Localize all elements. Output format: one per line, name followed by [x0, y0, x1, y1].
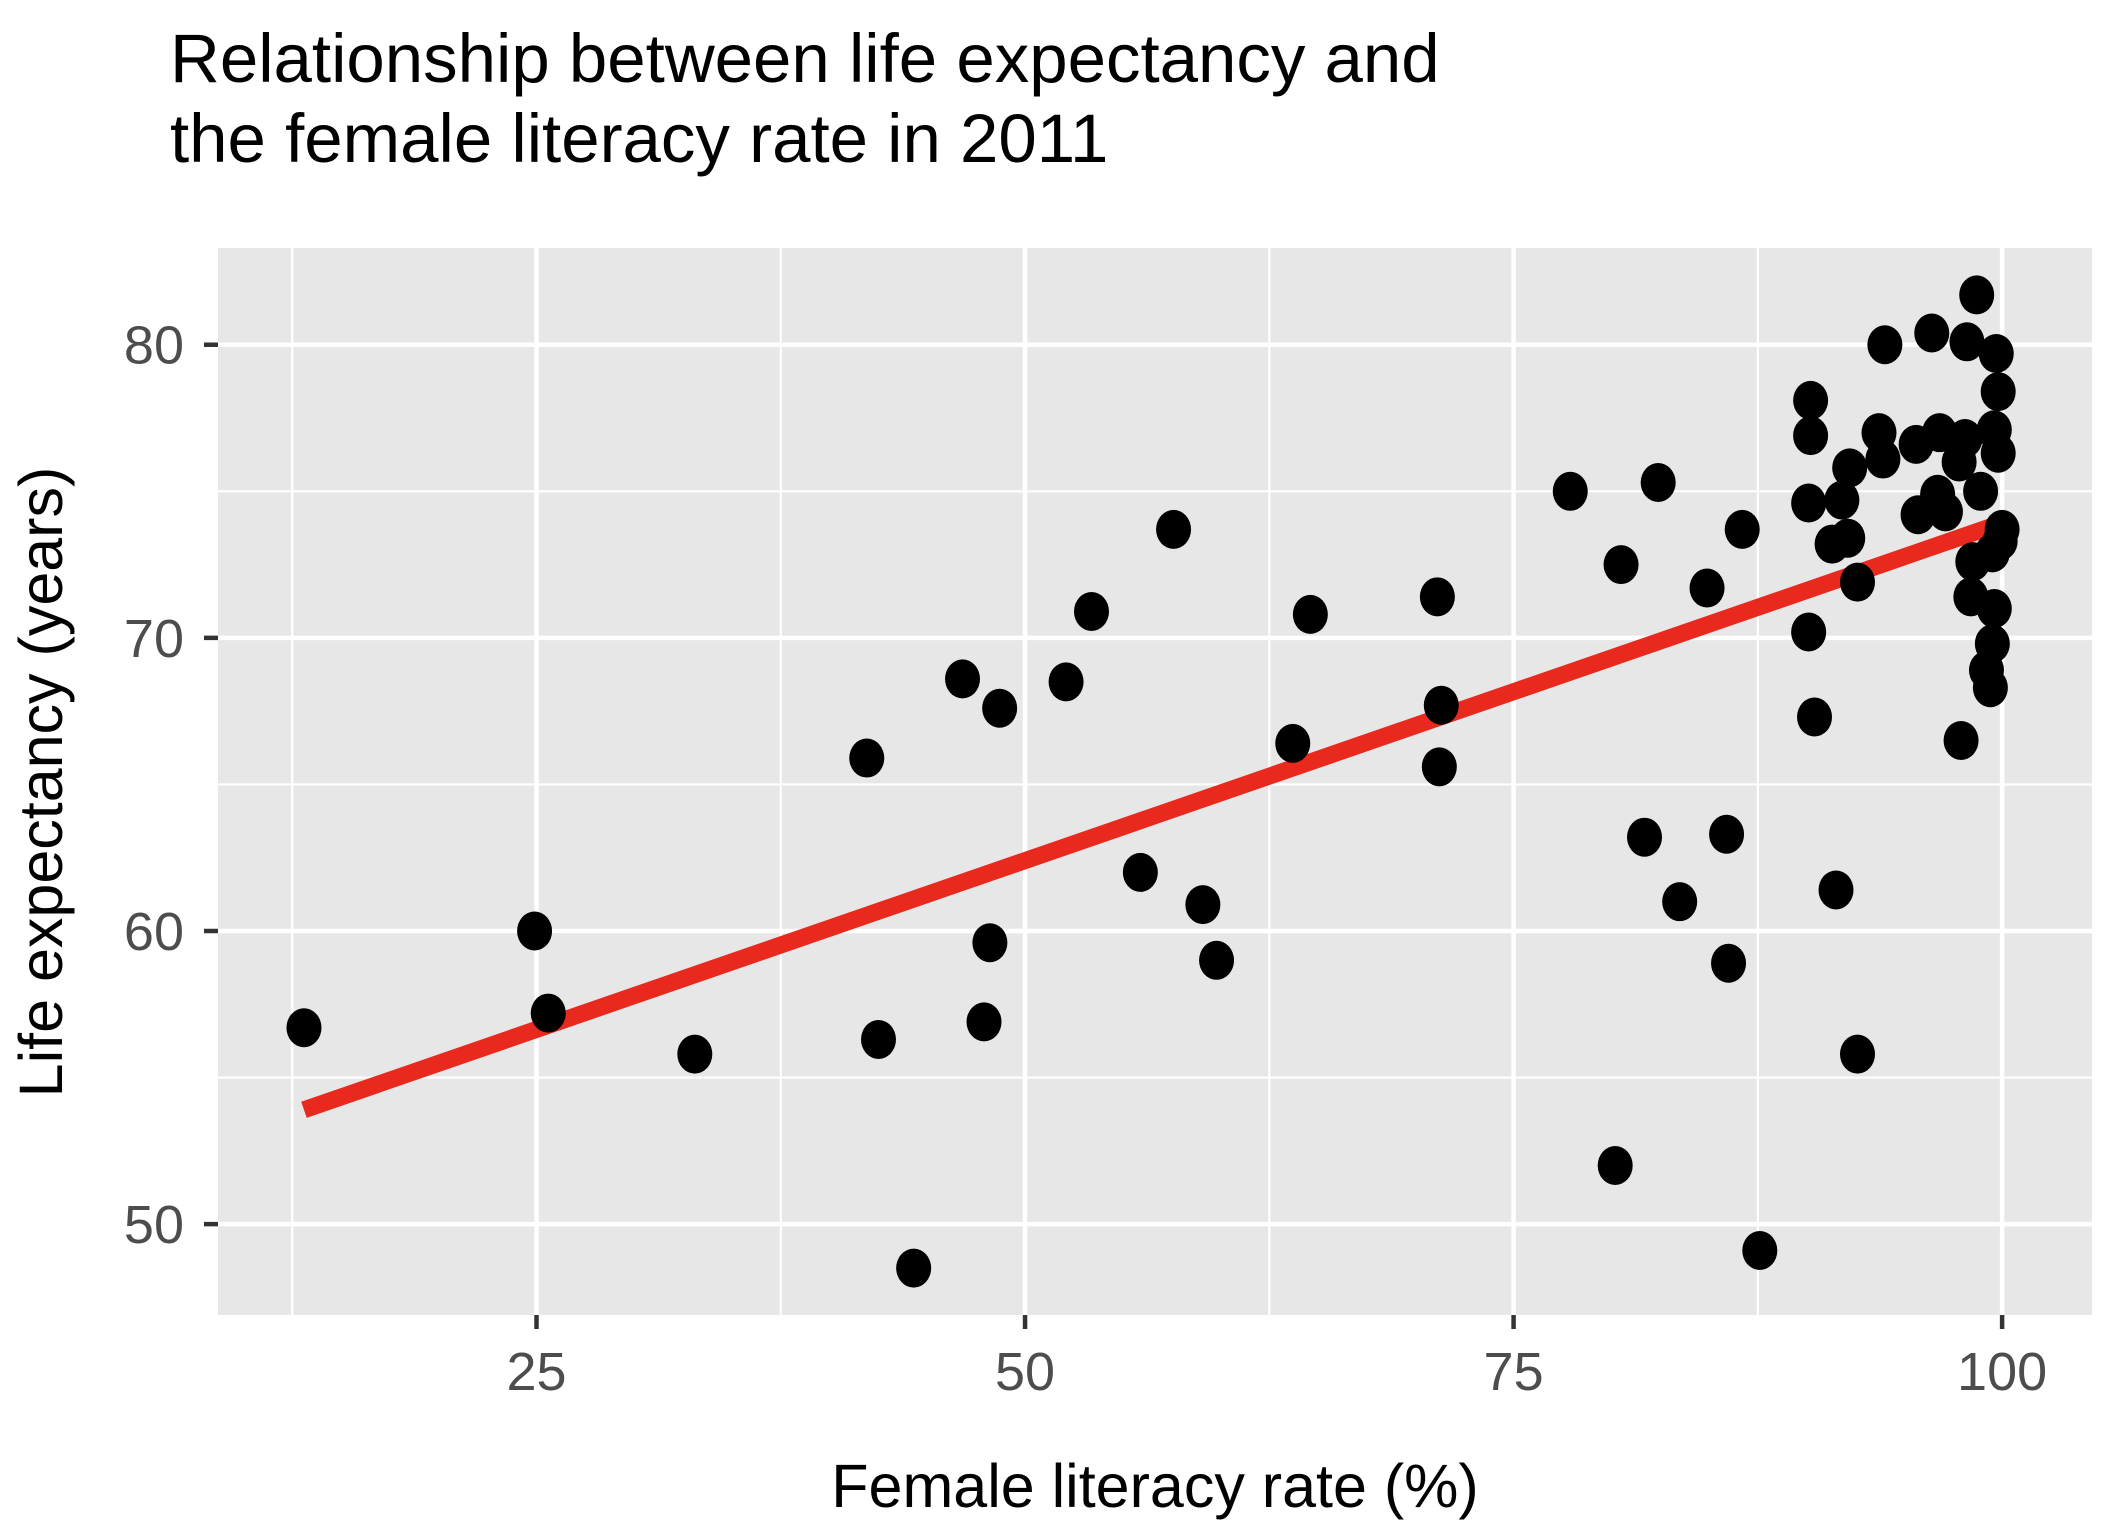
- y-axis-title: Life expectancy (years): [7, 467, 75, 1098]
- scatter-point: [1073, 591, 1109, 631]
- scatter-point: [896, 1248, 932, 1288]
- scatter-point: [1840, 562, 1876, 602]
- scatter-point: [1941, 442, 1977, 482]
- scatter-point: [1724, 509, 1760, 549]
- scatter-point: [1963, 471, 1999, 511]
- x-tick-label: 75: [1484, 1342, 1544, 1402]
- scatter-point: [1832, 448, 1868, 488]
- scatter-point: [1976, 589, 2012, 629]
- panel-background: [218, 248, 2092, 1315]
- trend-line: [301, 515, 2003, 1118]
- scatter-point: [982, 688, 1018, 728]
- scatter-point: [1199, 940, 1235, 980]
- scatter-point: [1627, 817, 1663, 857]
- scatter-point: [1793, 380, 1829, 420]
- scatter-point: [677, 1034, 713, 1074]
- scatter-point: [1914, 313, 1950, 353]
- scatter-point: [1421, 747, 1457, 787]
- scatter-point: [1949, 322, 1985, 362]
- scatter-point: [1156, 509, 1192, 549]
- scatter-point: [286, 1008, 322, 1048]
- scatter-point: [1597, 1146, 1633, 1186]
- scatter-point: [1793, 416, 1829, 456]
- scatter-point: [1824, 480, 1860, 520]
- scatter-point: [1980, 372, 2016, 412]
- scatter-point: [1814, 524, 1850, 564]
- y-tick-label: 60: [124, 902, 184, 962]
- chart-title-line1: Relationship between life expectancy and: [170, 20, 1440, 97]
- scatter-point: [1980, 433, 2016, 473]
- scatter-point: [1292, 594, 1328, 634]
- scatter-point: [530, 993, 566, 1033]
- scatter-point: [1943, 720, 1979, 760]
- scatter-point: [1791, 612, 1827, 652]
- scatter-point: [1552, 471, 1588, 511]
- chart-title-line2: the female literacy rate in 2011: [170, 100, 1108, 177]
- scatter-point: [1791, 483, 1827, 523]
- scatter-point: [1640, 463, 1676, 503]
- x-tick-label: 25: [506, 1342, 566, 1402]
- scatter-point: [1122, 852, 1158, 892]
- x-axis-title: Female literacy rate (%): [831, 1452, 1478, 1520]
- scatter-point: [1603, 545, 1639, 585]
- scatter-point: [1275, 723, 1311, 763]
- scatter-point: [1662, 882, 1698, 922]
- regression-line: [301, 515, 2003, 1118]
- scatter-point: [1423, 685, 1459, 725]
- scatter-point: [966, 1002, 1002, 1042]
- scatter-point: [1865, 439, 1901, 479]
- y-tick-label: 50: [124, 1195, 184, 1255]
- axis-tick-labels: 25 50 75 100 50 60 70 80: [124, 316, 2047, 1402]
- major-gridlines: [218, 248, 2092, 1315]
- scatter-point: [1955, 542, 1991, 582]
- y-tick-label: 80: [124, 316, 184, 376]
- plot-panel: [218, 248, 2092, 1315]
- scatter-point: [1419, 577, 1455, 617]
- scatter-point: [1920, 474, 1956, 514]
- scatter-point: [972, 923, 1008, 963]
- scatter-point: [1959, 275, 1995, 315]
- scatter-point: [1689, 568, 1725, 608]
- scatter-point: [1867, 325, 1903, 365]
- scatter-point: [849, 738, 885, 778]
- scatter-point: [1840, 1034, 1876, 1074]
- scatter-point: [1742, 1231, 1778, 1271]
- x-tick-label: 50: [995, 1342, 1055, 1402]
- scatter-point: [1185, 885, 1221, 925]
- scatter-point: [517, 911, 553, 951]
- scatter-point: [1048, 662, 1084, 702]
- scatter-point: [1978, 334, 2014, 374]
- scatter-point: [945, 659, 981, 699]
- scatter-point: [1709, 814, 1745, 854]
- scatter-point: [1711, 943, 1747, 983]
- scatter-points: [286, 275, 2020, 1288]
- x-tick-label: 100: [1957, 1342, 2047, 1402]
- y-tick-label: 70: [124, 609, 184, 669]
- scatter-point: [1797, 697, 1833, 737]
- axis-tick-marks: [204, 342, 2005, 1329]
- scatter-point: [1972, 668, 2008, 708]
- scatter-point: [1818, 870, 1854, 910]
- scatter-point: [860, 1019, 896, 1059]
